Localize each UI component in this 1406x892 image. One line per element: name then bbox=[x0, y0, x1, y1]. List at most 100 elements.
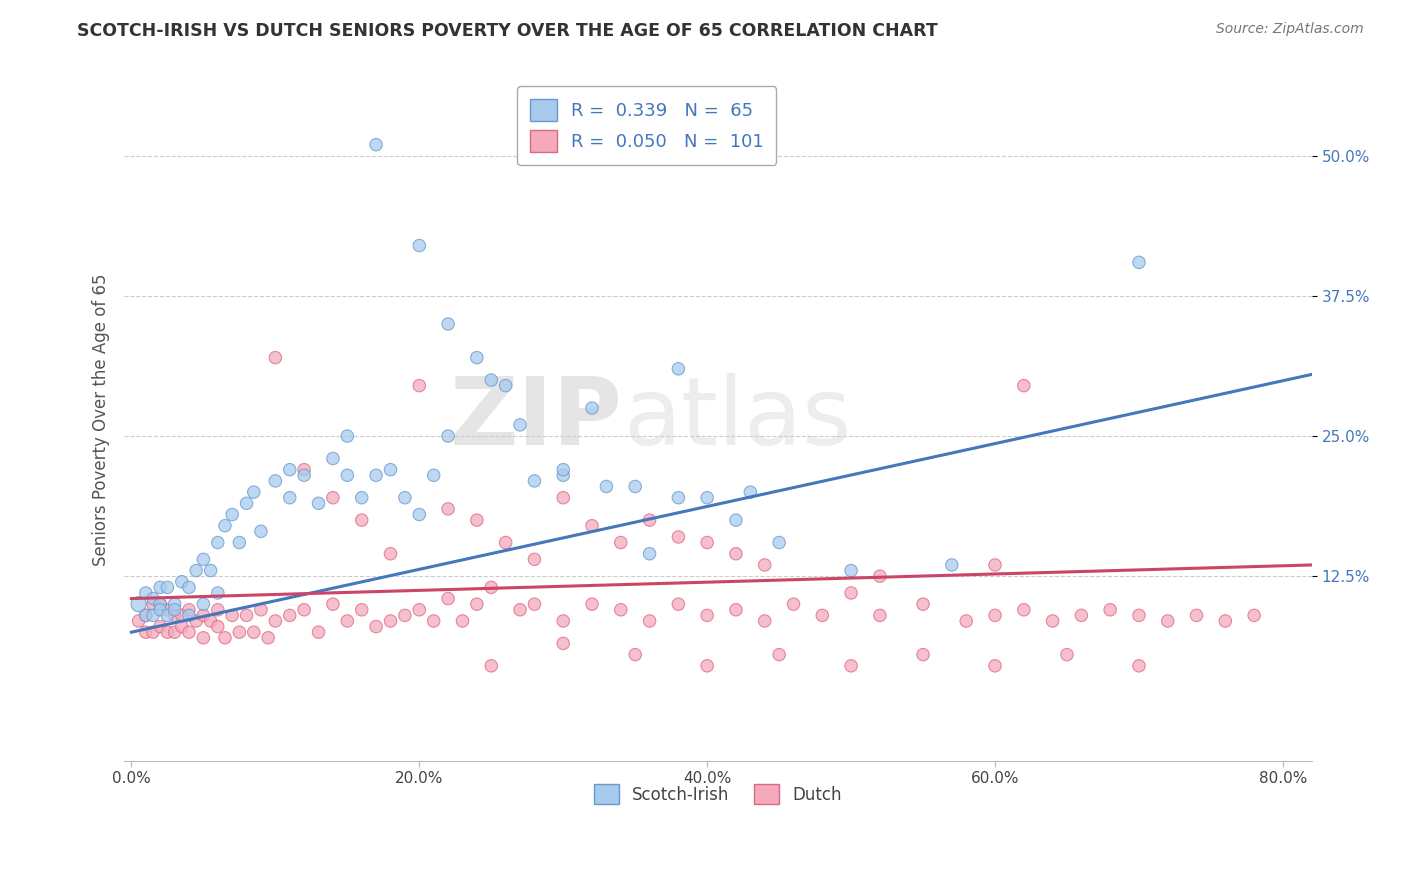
Point bbox=[242, 485, 264, 500]
Point bbox=[1213, 614, 1236, 628]
Point bbox=[666, 491, 689, 505]
Point bbox=[207, 535, 229, 549]
Point bbox=[451, 614, 474, 628]
Point bbox=[1012, 603, 1035, 617]
Point bbox=[156, 625, 179, 640]
Point bbox=[1012, 378, 1035, 392]
Point bbox=[724, 513, 747, 527]
Point bbox=[163, 603, 186, 617]
Point bbox=[149, 580, 172, 594]
Point bbox=[408, 603, 430, 617]
Point bbox=[308, 625, 330, 640]
Point bbox=[308, 496, 330, 510]
Point bbox=[581, 401, 603, 415]
Point bbox=[193, 608, 215, 623]
Point bbox=[264, 351, 287, 365]
Point bbox=[177, 608, 200, 623]
Point bbox=[366, 619, 388, 633]
Point bbox=[553, 468, 575, 483]
Point bbox=[177, 625, 200, 640]
Point bbox=[581, 518, 603, 533]
Point bbox=[465, 351, 488, 365]
Point bbox=[350, 491, 373, 505]
Point bbox=[177, 603, 200, 617]
Point bbox=[142, 608, 165, 623]
Point bbox=[207, 603, 229, 617]
Point bbox=[170, 608, 193, 623]
Point bbox=[200, 564, 222, 578]
Point bbox=[754, 614, 776, 628]
Point bbox=[135, 608, 157, 623]
Point bbox=[292, 463, 315, 477]
Point bbox=[1056, 648, 1078, 662]
Point bbox=[193, 597, 215, 611]
Text: atlas: atlas bbox=[623, 373, 851, 466]
Point bbox=[250, 524, 273, 539]
Point bbox=[638, 547, 661, 561]
Point bbox=[135, 608, 157, 623]
Point bbox=[278, 463, 301, 477]
Text: SCOTCH-IRISH VS DUTCH SENIORS POVERTY OVER THE AGE OF 65 CORRELATION CHART: SCOTCH-IRISH VS DUTCH SENIORS POVERTY OV… bbox=[77, 22, 938, 40]
Point bbox=[941, 558, 963, 572]
Point bbox=[1128, 658, 1150, 673]
Point bbox=[869, 608, 891, 623]
Point bbox=[638, 614, 661, 628]
Point bbox=[322, 491, 344, 505]
Point bbox=[984, 608, 1007, 623]
Point bbox=[437, 591, 460, 606]
Point bbox=[214, 631, 236, 645]
Point bbox=[523, 474, 546, 488]
Point bbox=[170, 619, 193, 633]
Point bbox=[366, 468, 388, 483]
Point bbox=[242, 625, 264, 640]
Point bbox=[553, 491, 575, 505]
Point bbox=[696, 658, 718, 673]
Point bbox=[264, 614, 287, 628]
Point bbox=[149, 597, 172, 611]
Point bbox=[278, 608, 301, 623]
Point bbox=[724, 547, 747, 561]
Text: Source: ZipAtlas.com: Source: ZipAtlas.com bbox=[1216, 22, 1364, 37]
Point bbox=[811, 608, 834, 623]
Point bbox=[984, 558, 1007, 572]
Point bbox=[1042, 614, 1064, 628]
Point bbox=[163, 608, 186, 623]
Point bbox=[135, 625, 157, 640]
Point bbox=[278, 491, 301, 505]
Point bbox=[228, 625, 250, 640]
Point bbox=[666, 597, 689, 611]
Point bbox=[479, 373, 502, 387]
Point bbox=[553, 636, 575, 650]
Point bbox=[437, 317, 460, 331]
Point bbox=[156, 580, 179, 594]
Point bbox=[235, 496, 257, 510]
Point bbox=[696, 535, 718, 549]
Point bbox=[581, 597, 603, 611]
Point bbox=[170, 574, 193, 589]
Point bbox=[839, 658, 862, 673]
Point bbox=[740, 485, 762, 500]
Point bbox=[509, 603, 531, 617]
Point bbox=[257, 631, 280, 645]
Point bbox=[336, 614, 359, 628]
Point bbox=[839, 586, 862, 600]
Point bbox=[149, 597, 172, 611]
Point bbox=[322, 451, 344, 466]
Point bbox=[523, 597, 546, 611]
Point bbox=[156, 603, 179, 617]
Point bbox=[610, 603, 633, 617]
Point bbox=[228, 535, 250, 549]
Point bbox=[553, 463, 575, 477]
Point bbox=[1099, 603, 1122, 617]
Point bbox=[408, 238, 430, 252]
Point bbox=[479, 580, 502, 594]
Point bbox=[264, 474, 287, 488]
Point bbox=[869, 569, 891, 583]
Point bbox=[207, 586, 229, 600]
Point bbox=[394, 608, 416, 623]
Point bbox=[1185, 608, 1208, 623]
Point bbox=[1070, 608, 1092, 623]
Point bbox=[465, 597, 488, 611]
Point bbox=[1157, 614, 1180, 628]
Point bbox=[437, 502, 460, 516]
